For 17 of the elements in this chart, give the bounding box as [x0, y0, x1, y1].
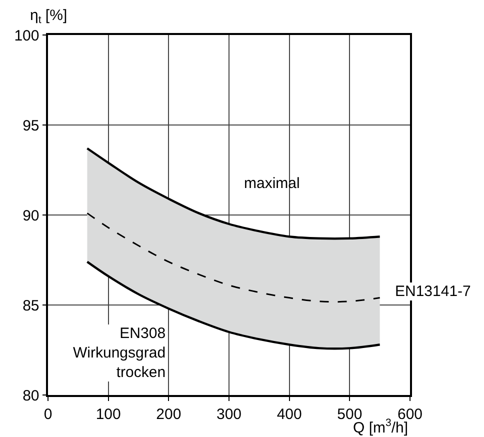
annotation: EN13141-7 [395, 283, 471, 300]
y-tick-label: 100 [14, 27, 40, 44]
x-tick-label: 100 [96, 406, 121, 423]
x-tick-label: 500 [337, 406, 362, 423]
y-axis-title: η$_{t}$ [%] [30, 7, 68, 26]
x-tick-label: 400 [276, 406, 302, 423]
x-tick-label: 200 [156, 406, 182, 423]
x-tick-label: 600 [397, 406, 423, 423]
line-series [86, 147, 381, 240]
x-tick-label: 300 [216, 406, 242, 423]
y-tick-label: 95 [22, 117, 40, 134]
y-tick-label: 80 [22, 387, 40, 404]
line-series [86, 212, 381, 303]
y-tick-label: 85 [22, 297, 40, 314]
annotation: EN308 Wirkungsgrad trocken [73, 325, 166, 381]
x-tick-label: 0 [44, 406, 52, 423]
y-tick-label: 90 [22, 207, 40, 224]
